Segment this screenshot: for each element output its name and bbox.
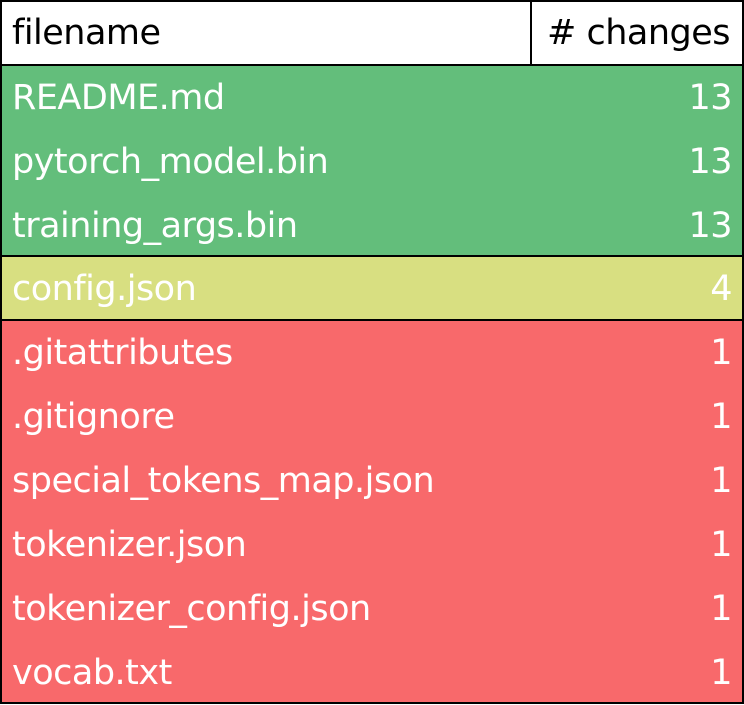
table-row: vocab.txt 1 [2,641,742,705]
filename-cell: .gitattributes [12,333,233,373]
filename-cell: pytorch_model.bin [12,142,329,182]
changes-cell: 13 [688,142,732,182]
changes-cell: 1 [710,653,732,693]
group-high-changes: README.md 13 pytorch_model.bin 13 traini… [0,66,744,257]
table-row: training_args.bin 13 [2,194,742,258]
table-row: .gitattributes 1 [2,321,742,385]
group-low-changes: .gitattributes 1 .gitignore 1 special_to… [0,321,744,704]
filename-column-header: filename [2,2,532,64]
filename-cell: config.json [12,269,197,309]
table-row: tokenizer.json 1 [2,513,742,577]
table-header: filename # changes [0,0,744,66]
table-row: config.json 4 [2,257,742,321]
changes-cell: 4 [710,269,732,309]
table-row: tokenizer_config.json 1 [2,577,742,641]
changes-column-header: # changes [547,13,731,53]
filename-cell: training_args.bin [12,206,298,246]
filename-cell: .gitignore [12,397,175,437]
filename-cell: tokenizer.json [12,525,247,565]
filename-cell: special_tokens_map.json [12,461,435,501]
group-medium-changes: config.json 4 [0,257,744,321]
changes-cell: 1 [710,589,732,629]
table-row: special_tokens_map.json 1 [2,449,742,513]
changes-cell: 1 [710,525,732,565]
changes-cell: 1 [710,333,732,373]
table-row: pytorch_model.bin 13 [2,130,742,194]
filename-cell: vocab.txt [12,653,172,693]
changes-cell: 1 [710,397,732,437]
changes-cell: 13 [688,206,732,246]
filename-cell: tokenizer_config.json [12,589,371,629]
changes-cell: 13 [688,78,732,118]
filename-cell: README.md [12,78,225,118]
table-row: .gitignore 1 [2,385,742,449]
table-row: README.md 13 [2,66,742,130]
changes-cell: 1 [710,461,732,501]
